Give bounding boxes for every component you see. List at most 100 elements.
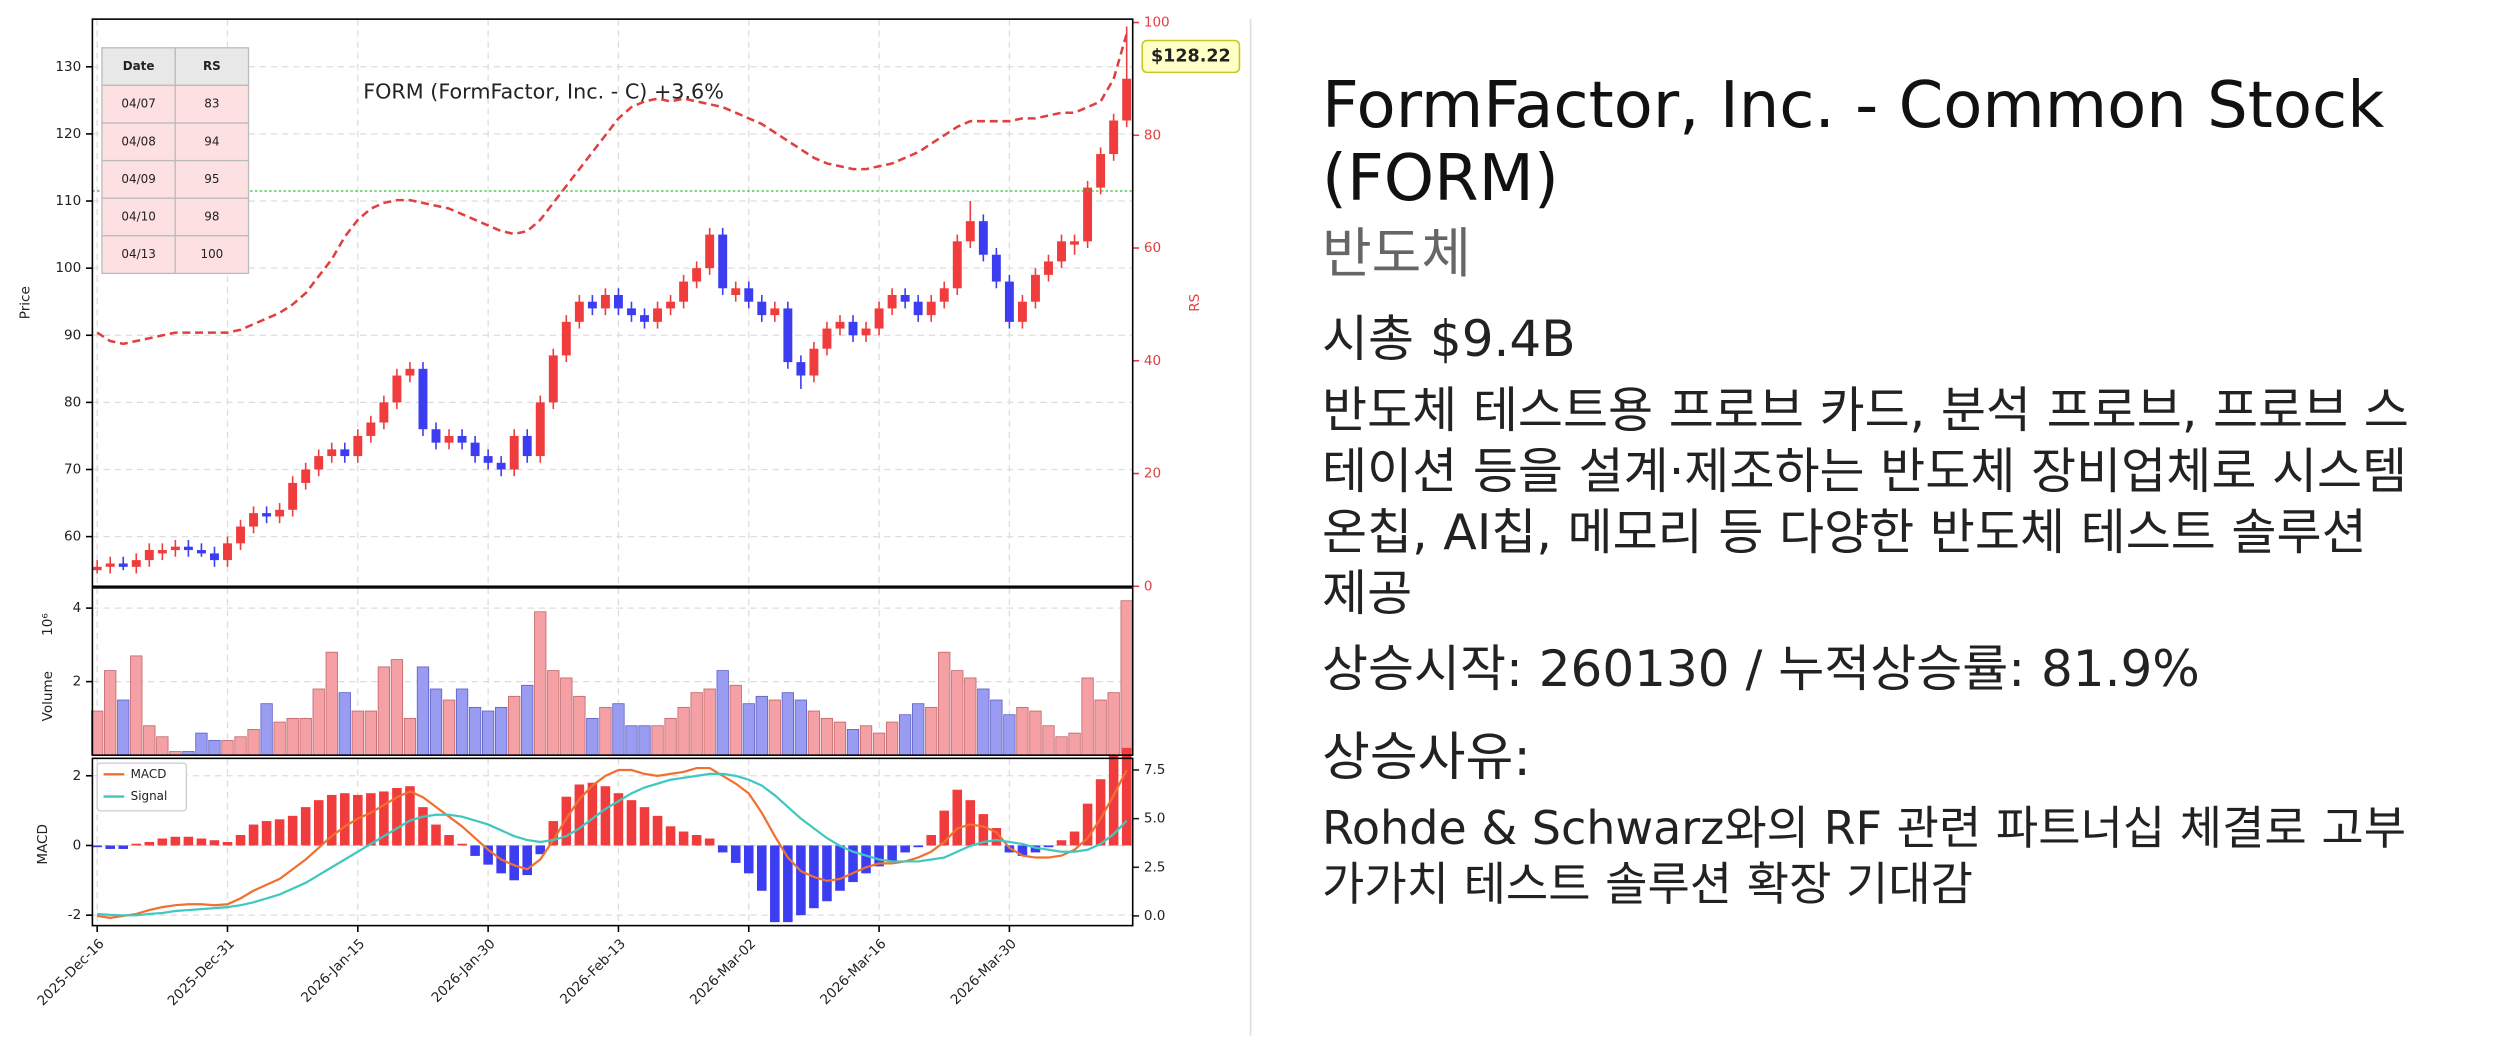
candle-body [92,566,102,571]
volume-bar [208,740,221,756]
volume-bar [221,740,234,756]
macd-histogram-bar [418,807,428,846]
macd-histogram-bar [509,845,519,881]
volume-bar [377,666,391,756]
volume-bar [299,717,312,756]
candle-body [926,301,936,316]
y2-tick-label: 0.0 [1144,908,1166,924]
y-tick-label: 130 [55,59,81,75]
volume-bar [951,670,964,756]
y2-tick-label: 100 [1144,15,1170,31]
volume-bar [416,666,430,756]
legend-label: Signal [131,789,168,803]
macd-histogram-bar [991,828,1002,846]
candle-body [548,355,558,403]
candle-body [444,435,454,443]
candle-body [1044,261,1053,275]
volume-bar [312,688,325,756]
volume-bar [768,699,781,756]
y2-tick-label: 5.0 [1144,811,1166,827]
candle-body [666,301,676,309]
macd-histogram-bar [913,845,923,848]
volume-bar [859,725,873,756]
x-tick-label: 2026-Jan-15 [298,936,368,1006]
y-tick-label: 4 [73,600,82,616]
x-tick-label: 2026-Mar-30 [948,936,1020,1008]
candle-body [978,221,988,255]
candle-body [600,294,610,309]
market-cap: 시총 $9.4B [1322,310,1576,368]
macd-histogram-bar [340,793,350,846]
y-tick-label: 90 [64,327,81,343]
table-cell [101,235,176,275]
volume-bar [1029,710,1042,756]
panel-frame [91,18,1134,588]
macd-histogram-bar [1108,754,1119,846]
volume-bar [1016,706,1029,756]
macd-histogram-bar [1082,803,1093,846]
candle-body [587,301,597,309]
macd-histogram-bar [170,836,181,846]
volume-bar [547,670,560,756]
macd-histogram-bar [209,840,220,846]
y-tick-label: 110 [55,193,81,209]
macd-histogram-bar [691,835,702,846]
reason: Rohde & Schwarz와의 RF 관련 파트너십 체결로 고부가가치 테… [1322,801,2407,911]
macd-histogram-bar [835,845,845,891]
candle-body [796,362,806,376]
price-tag-box [1141,39,1241,74]
table-text: 95 [204,172,219,186]
volume-bar [612,703,625,756]
volume-bar [964,677,977,756]
candle-body [483,456,493,463]
volume-bar [534,611,547,756]
volume-bar [442,699,456,756]
macd-histogram-bar [287,815,298,846]
y2-tick-label: 7.5 [1144,762,1166,778]
macd-histogram-bar [222,841,233,846]
y-axis-label: Price [17,286,33,319]
candle-body [718,234,728,289]
candle-body [848,321,858,336]
y2-tick-label: 40 [1144,353,1161,369]
volume-bar [508,695,521,756]
macd-histogram-bar [1017,845,1028,856]
volume-bar [1003,714,1016,756]
macd-histogram-bar [757,845,767,891]
candle-body [1083,187,1093,242]
sector: 반도체 [1322,222,1472,285]
macd-histogram-bar [1121,747,1132,846]
macd-histogram-bar [105,845,115,849]
x-tick-label: 2026-Mar-02 [687,936,759,1008]
volume-bar [195,732,208,756]
macd-histogram-bar [965,800,976,846]
candle-body [105,563,115,567]
macd-histogram-bar [574,784,585,846]
macd-histogram-bar [131,843,142,846]
macd-histogram-bar [652,815,663,846]
candle-body [196,550,206,554]
macd-histogram-bar [1056,840,1067,846]
y-tick-label: 2 [73,674,82,690]
candle-body [822,328,832,349]
macd-histogram-bar [457,843,467,846]
volume-bar [664,717,677,756]
volume-bar [690,692,703,756]
table-cell [174,159,250,199]
y-tick-label: 120 [55,126,81,142]
volume-bar [716,670,729,756]
candle-body [1122,78,1132,121]
macd-histogram-bar [326,794,337,846]
table-text: 04/13 [121,247,155,261]
candle-body [574,301,584,322]
table-text: 04/10 [121,210,155,224]
volume-bar [846,729,860,756]
table-text: 100 [200,247,223,261]
candle-body [900,294,910,302]
x-tick-label: 2026-Jan-30 [429,936,499,1006]
candle-body [939,288,949,302]
candle-body [144,550,154,561]
macd-histogram-bar [1043,845,1054,848]
candle-body [965,221,975,242]
